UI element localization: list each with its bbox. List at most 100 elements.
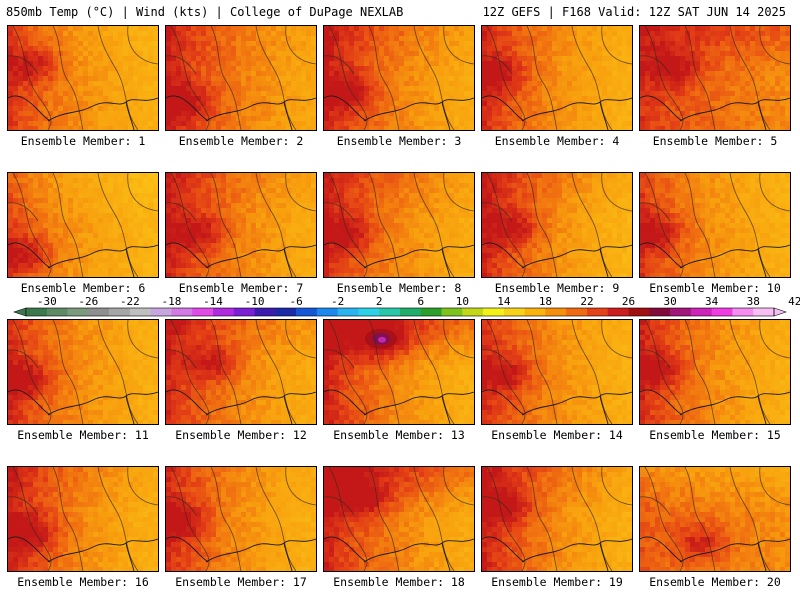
colorbar-segment: [462, 308, 484, 316]
temperature-field-map: [324, 320, 474, 424]
ensemble-member-label: Ensemble Member: 10: [649, 281, 781, 295]
colorbar-tick-label: 6: [417, 295, 424, 308]
colorbar-segment: [545, 308, 567, 316]
ensemble-map-panel: [323, 25, 475, 131]
colorbar-segment: [26, 308, 48, 316]
colorbar-tick-label: -30: [37, 295, 57, 308]
colorbar-tick-label: 22: [580, 295, 593, 308]
temperature-field-map: [482, 173, 632, 277]
colorbar-tick-label: 38: [747, 295, 760, 308]
colorbar-segment: [67, 308, 89, 316]
temperature-field-map: [8, 173, 158, 277]
ensemble-member-label: Ensemble Member: 18: [333, 575, 465, 589]
ensemble-member-label: Ensemble Member: 4: [494, 134, 620, 148]
colorbar-right-arrow: [773, 307, 787, 317]
colorbar-tick-label: -10: [245, 295, 265, 308]
ensemble-member-label: Ensemble Member: 3: [336, 134, 462, 148]
colorbar-segment: [233, 308, 255, 316]
ensemble-map-panel: [7, 319, 159, 425]
colorbar-tick-label: -26: [78, 295, 98, 308]
ensemble-member-label: Ensemble Member: 5: [652, 134, 778, 148]
temperature-field-map: [640, 467, 790, 571]
colorbar-segment: [109, 308, 131, 316]
ensemble-map-panel: [481, 466, 633, 572]
temperature-field-map: [166, 173, 316, 277]
ensemble-member-label: Ensemble Member: 2: [178, 134, 304, 148]
ensemble-map-panel: [323, 319, 475, 425]
colorbar-segment: [690, 308, 712, 316]
temperature-field-map: [8, 26, 158, 130]
ensemble-map-panel: [323, 172, 475, 278]
colorbar-segment: [171, 308, 193, 316]
colorbar-segment: [337, 308, 359, 316]
temperature-field-map: [324, 173, 474, 277]
colorbar-segment: [400, 308, 422, 316]
ensemble-map-panel: [7, 172, 159, 278]
colorbar-segment: [358, 308, 380, 316]
ensemble-member-label: Ensemble Member: 1: [20, 134, 146, 148]
colorbar-left-arrow: [13, 307, 27, 317]
colorbar-tick-label: 26: [622, 295, 635, 308]
colorbar-tick-label: -2: [331, 295, 344, 308]
model-run-info: 12Z GEFS | F168 Valid: 12Z SAT JUN 14 20…: [482, 5, 786, 19]
temperature-field-map: [640, 26, 790, 130]
ensemble-map-panel: [481, 25, 633, 131]
temperature-field-map: [482, 467, 632, 571]
colorbar-segment: [150, 308, 172, 316]
colorbar-tick-label: -18: [162, 295, 182, 308]
temperature-field-map: [482, 320, 632, 424]
temperature-field-map: [8, 320, 158, 424]
colorbar-segment: [316, 308, 338, 316]
temperature-field-map: [166, 320, 316, 424]
colorbar-segment: [275, 308, 297, 316]
colorbar-segment: [441, 308, 463, 316]
temperature-field-map: [324, 26, 474, 130]
temperature-field-map: [640, 320, 790, 424]
map-title: 850mb Temp (°C) | Wind (kts) | College o…: [6, 5, 404, 19]
colorbar-segment: [649, 308, 671, 316]
temperature-field-map: [166, 26, 316, 130]
ensemble-map-panel: [165, 466, 317, 572]
colorbar-tick-label: 2: [376, 295, 383, 308]
colorbar-segment: [88, 308, 110, 316]
temperature-field-map: [324, 467, 474, 571]
ensemble-map-panel: [165, 319, 317, 425]
colorbar-tick-label: 14: [497, 295, 511, 308]
colorbar-segment: [296, 308, 318, 316]
ensemble-map-panel: [165, 172, 317, 278]
colorbar-segment: [524, 308, 546, 316]
colorbar-tick-label: -6: [289, 295, 302, 308]
ensemble-member-label: Ensemble Member: 19: [491, 575, 623, 589]
ensemble-member-label: Ensemble Member: 20: [649, 575, 781, 589]
colorbar-tick-label: 18: [539, 295, 552, 308]
temperature-field-map: [482, 26, 632, 130]
colorbar-tick-label: 30: [663, 295, 676, 308]
colorbar-segment: [192, 308, 214, 316]
colorbar-segment: [483, 308, 505, 316]
colorbar-segment: [379, 308, 401, 316]
ensemble-member-label: Ensemble Member: 11: [17, 428, 149, 442]
colorbar-segment: [420, 308, 442, 316]
ensemble-map-panel: [481, 172, 633, 278]
ensemble-map-panel: [639, 172, 791, 278]
ensemble-member-label: Ensemble Member: 15: [649, 428, 781, 442]
colorbar-segment: [670, 308, 692, 316]
ensemble-member-label: Ensemble Member: 16: [17, 575, 149, 589]
colorbar-segment: [254, 308, 276, 316]
colorbar-segment: [587, 308, 609, 316]
ensemble-map-panel: [481, 319, 633, 425]
colorbar-segment: [607, 308, 629, 316]
ensemble-member-label: Ensemble Member: 12: [175, 428, 307, 442]
colorbar-segment: [628, 308, 650, 316]
ensemble-map-panel: [165, 25, 317, 131]
ensemble-member-label: Ensemble Member: 9: [494, 281, 620, 295]
temperature-field-map: [8, 467, 158, 571]
ensemble-map-panel: [7, 25, 159, 131]
ensemble-map-panel: [639, 466, 791, 572]
temperature-field-map: [166, 467, 316, 571]
colorbar-segment: [503, 308, 525, 316]
colorbar-segment: [213, 308, 235, 316]
ensemble-member-label: Ensemble Member: 17: [175, 575, 307, 589]
colorbar-segment: [46, 308, 68, 316]
colorbar-tick-label: 34: [705, 295, 719, 308]
